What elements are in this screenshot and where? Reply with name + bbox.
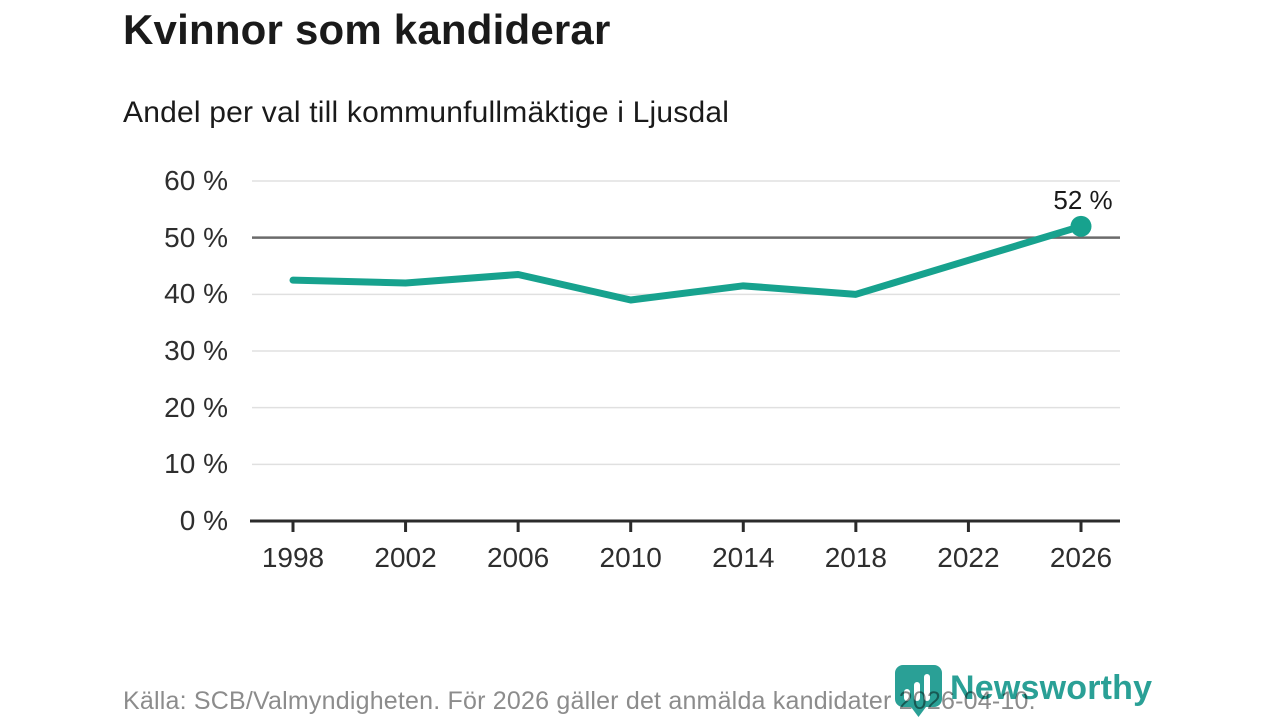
y-axis-tick-label: 20 % (164, 391, 228, 423)
x-axis-tick-label: 2010 (599, 542, 662, 573)
y-axis-tick-label: 50 % (164, 221, 228, 253)
bar-chart-pin-icon (895, 665, 942, 717)
x-axis-tick-label: 2002 (374, 542, 437, 573)
x-axis-tick-label: 2014 (712, 542, 775, 573)
x-axis-tick-label: 2022 (937, 542, 1000, 573)
y-axis-tick-label: 0 % (179, 505, 228, 536)
y-axis-tick-label: 10 % (164, 448, 228, 480)
page-title: Kvinnor som kandiderar (123, 6, 611, 53)
chart-subtitle: Andel per val till kommunfullmäktige i L… (123, 96, 730, 129)
last-point-marker (1070, 215, 1092, 237)
newsworthy-wordmark: Newsworthy (950, 669, 1153, 707)
source-note: Källa: SCB/Valmyndigheten. För 2026 gäll… (123, 687, 1036, 715)
x-axis-tick-label: 1998 (261, 542, 325, 573)
x-axis-tick-label: 2006 (486, 542, 550, 573)
x-axis-tick-label: 2018 (824, 542, 887, 573)
y-axis-tick-label: 30 % (164, 335, 228, 366)
last-point-value-label: 52 % (1053, 185, 1113, 215)
y-axis-tick-label: 40 % (164, 278, 228, 310)
newsworthy-logo: Newsworthy (895, 665, 1152, 717)
data-line (289, 222, 1085, 304)
x-axis-tick-label: 2026 (1049, 542, 1113, 573)
y-axis-tick-label: 60 % (164, 165, 228, 196)
